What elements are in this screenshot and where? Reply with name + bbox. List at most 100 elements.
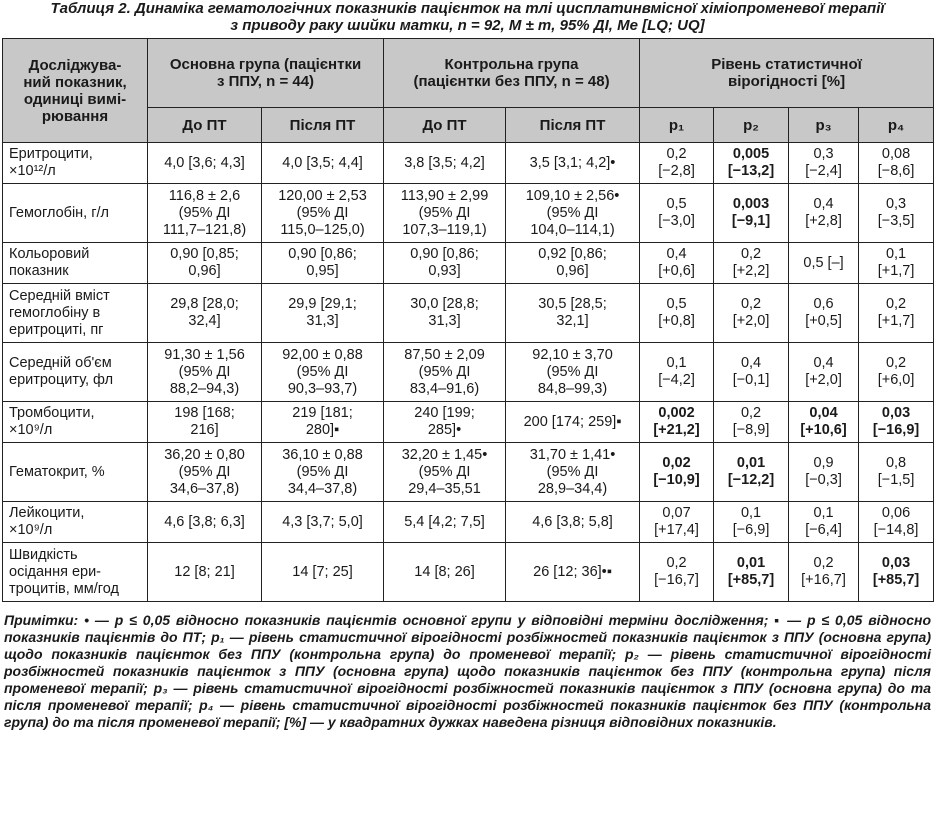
table-row: Кольоровий показник 0,90 [0,85; 0,96] 0,… xyxy=(2,242,935,284)
p1-cell: 0,002 [+21,2] xyxy=(639,401,715,443)
control-before-cell: 0,90 [0,86; 0,93] xyxy=(383,242,507,284)
p2-cell: 0,4 [−0,1] xyxy=(713,342,790,402)
p1-cell: 0,1 [−4,2] xyxy=(639,342,715,402)
hematology-table: Досліджува- ний показник, одиниці вимі- … xyxy=(2,38,935,602)
p4-cell: 0,08 [−8,6] xyxy=(858,142,935,184)
p3-cell: 0,3 [−2,4] xyxy=(788,142,860,184)
control-after-cell: 30,5 [28,5; 32,1] xyxy=(505,283,641,343)
indicator-cell: Еритроцити, ×10¹²/л xyxy=(2,142,148,184)
control-before-cell: 3,8 [3,5; 4,2] xyxy=(383,142,507,184)
header-p4: p₄ xyxy=(858,107,935,143)
caption-line-2: з приводу раку шийки матки, n = 92, M ± … xyxy=(230,17,705,34)
header-control-group: Контрольна група (пацієнтки без ППУ, n =… xyxy=(383,38,641,108)
p4-cell: 0,2 [+6,0] xyxy=(858,342,935,402)
control-after-cell: 109,10 ± 2,56• (95% ДІ 104,0–114,1) xyxy=(505,183,641,243)
table-row: Лейкоцити, ×10⁹/л 4,6 [3,8; 6,3] 4,3 [3,… xyxy=(2,501,935,543)
p4-cell: 0,1 [+1,7] xyxy=(858,242,935,284)
p2-cell: 0,01 [−12,2] xyxy=(713,442,790,502)
main-before-cell: 116,8 ± 2,6 (95% ДІ 111,7–121,8) xyxy=(147,183,262,243)
p2-cell: 0,2 [+2,0] xyxy=(713,283,790,343)
control-after-cell: 31,70 ± 1,41• (95% ДІ 28,9–34,4) xyxy=(505,442,641,502)
header-p1: p₁ xyxy=(639,107,715,143)
control-after-cell: 200 [174; 259]▪ xyxy=(505,401,641,443)
main-after-cell: 4,0 [3,5; 4,4] xyxy=(260,142,385,184)
control-after-cell: 92,10 ± 3,70 (95% ДІ 84,8–99,3) xyxy=(505,342,641,402)
header-indicator: Досліджува- ний показник, одиниці вимі- … xyxy=(2,38,148,143)
p4-cell: 0,2 [+1,7] xyxy=(858,283,935,343)
p3-cell: 0,1 [−6,4] xyxy=(788,501,860,543)
p2-cell: 0,2 [+2,2] xyxy=(713,242,790,284)
control-after-cell: 0,92 [0,86; 0,96] xyxy=(505,242,641,284)
p2-cell: 0,01 [+85,7] xyxy=(713,542,790,602)
p1-cell: 0,2 [−16,7] xyxy=(639,542,715,602)
table-row: Середній вміст гемоглобіну в еритроциті,… xyxy=(2,283,935,343)
main-after-cell: 120,00 ± 2,53 (95% ДІ 115,0–125,0) xyxy=(260,183,385,243)
p2-cell: 0,005 [−13,2] xyxy=(713,142,790,184)
main-before-cell: 4,0 [3,6; 4,3] xyxy=(147,142,262,184)
p3-cell: 0,04 [+10,6] xyxy=(788,401,860,443)
main-before-cell: 36,20 ± 0,80 (95% ДІ 34,6–37,8) xyxy=(147,442,262,502)
table-row: Тромбоцити, ×10⁹/л 198 [168; 216] 219 [1… xyxy=(2,401,935,443)
table-row: Швидкість осідання ери- троцитів, мм/год… xyxy=(2,542,935,602)
p2-cell: 0,1 [−6,9] xyxy=(713,501,790,543)
control-before-cell: 5,4 [4,2; 7,5] xyxy=(383,501,507,543)
control-before-cell: 240 [199; 285]• xyxy=(383,401,507,443)
main-after-cell: 4,3 [3,7; 5,0] xyxy=(260,501,385,543)
indicator-cell: Швидкість осідання ери- троцитів, мм/год xyxy=(2,542,148,602)
main-after-cell: 219 [181; 280]▪ xyxy=(260,401,385,443)
header-significance: Рівень статистичної вірогідності [%] xyxy=(639,38,935,108)
p1-cell: 0,5 [+0,8] xyxy=(639,283,715,343)
indicator-cell: Лейкоцити, ×10⁹/л xyxy=(2,501,148,543)
p3-cell: 0,4 [+2,0] xyxy=(788,342,860,402)
indicator-cell: Кольоровий показник xyxy=(2,242,148,284)
header-control-before: До ПТ xyxy=(383,107,507,143)
header-main-after: Після ПТ xyxy=(260,107,385,143)
p4-cell: 0,3 [−3,5] xyxy=(858,183,935,243)
p3-cell: 0,4 [+2,8] xyxy=(788,183,860,243)
table-notes: Примітки: • — p ≤ 0,05 відносно показник… xyxy=(4,612,931,730)
control-after-cell: 4,6 [3,8; 5,8] xyxy=(505,501,641,543)
main-after-cell: 14 [7; 25] xyxy=(260,542,385,602)
control-after-cell: 3,5 [3,1; 4,2]• xyxy=(505,142,641,184)
p1-cell: 0,07 [+17,4] xyxy=(639,501,715,543)
main-before-cell: 91,30 ± 1,56 (95% ДІ 88,2–94,3) xyxy=(147,342,262,402)
header-main-before: До ПТ xyxy=(147,107,262,143)
control-after-cell: 26 [12; 36]•▪ xyxy=(505,542,641,602)
control-before-cell: 87,50 ± 2,09 (95% ДІ 83,4–91,6) xyxy=(383,342,507,402)
main-after-cell: 36,10 ± 0,88 (95% ДІ 34,4–37,8) xyxy=(260,442,385,502)
header-main-group: Основна група (пацієнтки з ППУ, n = 44) xyxy=(146,38,385,108)
caption-line-1: Таблиця 2. Динаміка гематологічних показ… xyxy=(50,0,885,17)
indicator-cell: Середній об'єм еритроциту, фл xyxy=(2,342,148,402)
main-after-cell: 92,00 ± 0,88 (95% ДІ 90,3–93,7) xyxy=(260,342,385,402)
table-row: Гематокрит, % 36,20 ± 0,80 (95% ДІ 34,6–… xyxy=(2,442,935,502)
p1-cell: 0,5 [−3,0] xyxy=(639,183,715,243)
p3-cell: 0,5 [–] xyxy=(788,242,860,284)
control-before-cell: 113,90 ± 2,99 (95% ДІ 107,3–119,1) xyxy=(383,183,507,243)
p3-cell: 0,6 [+0,5] xyxy=(788,283,860,343)
p4-cell: 0,8 [−1,5] xyxy=(858,442,935,502)
p1-cell: 0,4 [+0,6] xyxy=(639,242,715,284)
table-row: Еритроцити, ×10¹²/л 4,0 [3,6; 4,3] 4,0 [… xyxy=(2,142,935,184)
p1-cell: 0,02 [−10,9] xyxy=(639,442,715,502)
indicator-cell: Гематокрит, % xyxy=(2,442,148,502)
p1-cell: 0,2 [−2,8] xyxy=(639,142,715,184)
control-before-cell: 30,0 [28,8; 31,3] xyxy=(383,283,507,343)
main-before-cell: 0,90 [0,85; 0,96] xyxy=(147,242,262,284)
p3-cell: 0,2 [+16,7] xyxy=(788,542,860,602)
table-row: Середній об'єм еритроциту, фл 91,30 ± 1,… xyxy=(2,342,935,402)
main-before-cell: 4,6 [3,8; 6,3] xyxy=(147,501,262,543)
indicator-cell: Гемоглобін, г/л xyxy=(2,183,148,243)
table-caption: Таблиця 2. Динаміка гематологічних показ… xyxy=(0,0,935,34)
p2-cell: 0,2 [−8,9] xyxy=(713,401,790,443)
control-before-cell: 32,20 ± 1,45• (95% ДІ 29,4–35,51 xyxy=(383,442,507,502)
p4-cell: 0,06 [−14,8] xyxy=(858,501,935,543)
main-before-cell: 12 [8; 21] xyxy=(147,542,262,602)
header-p3: p₃ xyxy=(788,107,860,143)
table-row: Гемоглобін, г/л 116,8 ± 2,6 (95% ДІ 111,… xyxy=(2,183,935,243)
header-p2: p₂ xyxy=(713,107,790,143)
header-control-after: Після ПТ xyxy=(505,107,641,143)
main-before-cell: 29,8 [28,0; 32,4] xyxy=(147,283,262,343)
main-after-cell: 0,90 [0,86; 0,95] xyxy=(260,242,385,284)
control-before-cell: 14 [8; 26] xyxy=(383,542,507,602)
p3-cell: 0,9 [−0,3] xyxy=(788,442,860,502)
